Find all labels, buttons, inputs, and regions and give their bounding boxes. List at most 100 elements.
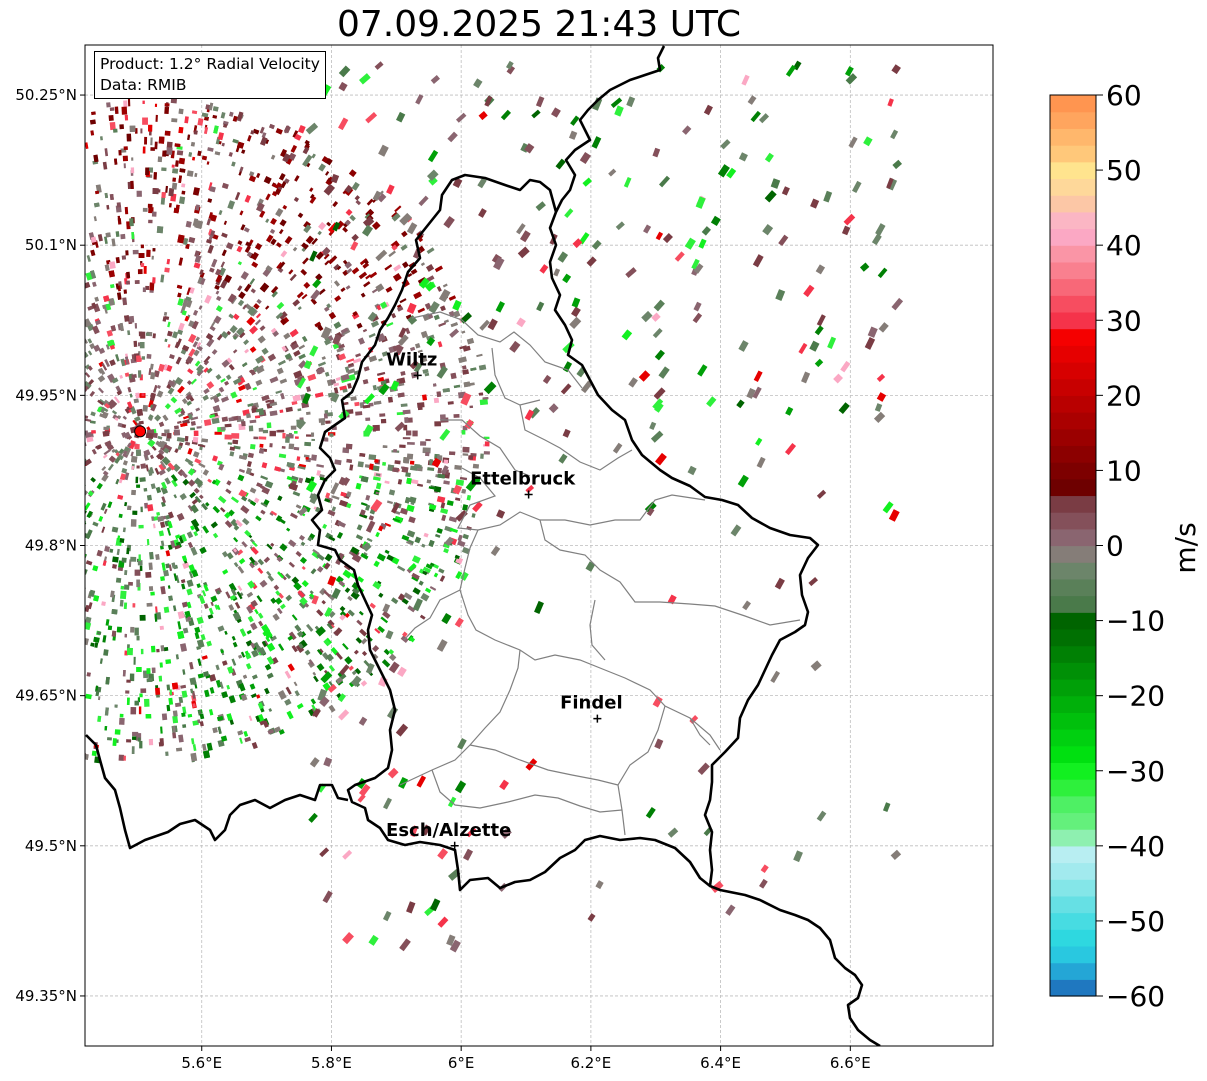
colorbar-tick-label: 30 [1106,304,1142,337]
colorbar-tick-label: 0 [1106,530,1124,563]
colorbar-band [1050,111,1096,129]
velocity-echoes [85,60,904,953]
colorbar-band [1050,278,1096,296]
colorbar-band [1050,195,1096,213]
country-borders [85,45,881,1046]
colorbar-tick-label: −30 [1106,755,1165,788]
colorbar-band [1050,295,1096,313]
colorbar-band [1050,779,1096,797]
colorbar-band [1050,211,1096,230]
colorbar-band [1050,695,1096,713]
colorbar-band [1050,862,1096,880]
colorbar-band [1050,228,1096,246]
colorbar-tick-label: −10 [1106,605,1165,638]
colorbar-band [1050,595,1096,613]
colorbar-tick-label: 40 [1106,229,1142,262]
colorbar-band [1050,261,1096,280]
colorbar-band [1050,328,1096,346]
colorbar-band [1050,178,1096,196]
colorbar-tick-label: 50 [1106,154,1142,187]
colorbar-tick-label: −20 [1106,680,1165,713]
colorbar-band [1050,645,1096,663]
colorbar-band [1050,361,1096,380]
city-label: Findel [560,693,623,714]
lat-tick-label: 50.1°N [25,236,77,254]
colorbar-band [1050,829,1096,847]
colorbar-band [1050,929,1096,947]
colorbar-band [1050,428,1096,446]
colorbar-band [1050,729,1096,747]
lat-tick-label: 50.25°N [15,86,77,104]
axis-ticks: 5.6°E 5.8°E 6°E 6.2°E 6.4°E 6.6°E 50.25°N 50.1°… [15,86,870,1072]
colorbar-band [1050,628,1096,647]
colorbar-band [1050,662,1096,680]
colorbar-band [1050,578,1096,597]
colorbar-tick-label: 10 [1106,454,1142,487]
lat-tick-label: 49.8°N [25,537,77,555]
product-label: Product: 1.2° Radial Velocity [100,55,320,73]
colorbar-band [1050,895,1096,914]
colorbar-band [1050,462,1096,480]
colorbar-band [1050,345,1096,363]
radar-site-marker [134,425,147,438]
product-info-box: Product: 1.2° Radial Velocity Data: RMIB [94,51,326,99]
colorbar-tick-label: −50 [1106,905,1165,938]
colorbar-band [1050,795,1096,814]
canton-boundaries [399,311,801,836]
city-label: Esch/Alzette [386,820,511,841]
colorbar-tick-label: −60 [1106,980,1165,1013]
colorbar-band [1050,545,1096,563]
colorbar-band [1050,378,1096,396]
lat-tick-label: 49.5°N [25,837,77,855]
lon-tick-label: 6.4°E [700,1054,741,1072]
colorbar-unit-label: m/s [1169,522,1202,573]
data-source-label: Data: RMIB [100,76,187,94]
city-label: Ettelbruck [470,468,576,489]
radar-map[interactable]: 5.6°E 5.8°E 6°E 6.2°E 6.4°E 6.6°E 50.25°N 50.1°… [0,0,1000,1081]
colorbar-tick-label: 20 [1106,379,1142,412]
colorbar-band [1050,879,1096,897]
colorbar-band [1050,528,1096,547]
colorbar-band [1050,562,1096,580]
colorbar-tick-label: −40 [1106,830,1165,863]
colorbar-bands [1050,95,1096,997]
colorbar-tick-label: 60 [1106,80,1142,112]
city-marker [450,841,459,850]
colorbar-band [1050,762,1096,780]
colorbar-ticks: 60 50 40 30 20 10 0 −10 −20 −30 −40 −50 −60 [1096,80,1165,1013]
colorbar-band [1050,678,1096,697]
colorbar-band [1050,445,1096,463]
lon-tick-label: 6.6°E [830,1054,871,1072]
colorbar-band [1050,245,1096,263]
colorbar-band [1050,395,1096,413]
lon-tick-label: 5.8°E [311,1054,352,1072]
lon-tick-label: 6.2°E [570,1054,611,1072]
colorbar-band [1050,745,1096,764]
city-label: Wiltz [386,349,437,370]
colorbar-band [1050,945,1096,964]
colorbar-band [1050,845,1096,864]
radar-site-dot [134,425,147,438]
colorbar-band [1050,495,1096,513]
colorbar-band [1050,311,1096,330]
colorbar-band [1050,612,1096,630]
colorbar-band [1050,512,1096,530]
colorbar-band [1050,979,1096,997]
chart-title: 07.09.2025 21:43 UTC [336,4,742,45]
city-markers: Wiltz Ettelbruck Findel Esch/Alzette [386,349,623,850]
lon-tick-label: 5.6°E [181,1054,222,1072]
lat-tick-label: 49.65°N [15,687,77,705]
city-marker [413,371,422,380]
colorbar-band [1050,812,1096,830]
colorbar-band [1050,145,1096,163]
lon-tick-label: 6°E [448,1054,475,1072]
colorbar-band [1050,912,1096,930]
colorbar-band [1050,161,1096,180]
city-marker [524,490,533,499]
city-marker [593,714,602,723]
lat-tick-label: 49.35°N [15,987,77,1005]
colorbar-band [1050,412,1096,430]
colorbar-band [1050,478,1096,497]
colorbar-band [1050,712,1096,730]
lat-tick-label: 49.95°N [15,386,77,404]
